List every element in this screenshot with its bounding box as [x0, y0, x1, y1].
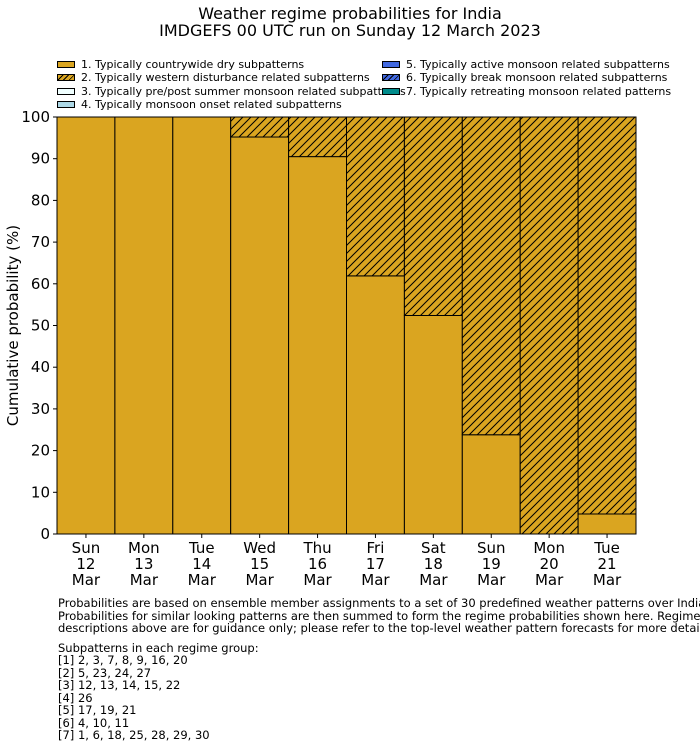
- bar-segment: [346, 275, 405, 534]
- group-line: [7] 1, 6, 18, 25, 28, 29, 30: [58, 728, 210, 742]
- group-line: [4] 26: [58, 690, 93, 705]
- legend-label: 4. Typically monsoon onset related subpa…: [81, 98, 342, 112]
- group-line: [1] 2, 3, 7, 8, 9, 16, 20: [58, 653, 188, 667]
- x-tick-label: Mar: [188, 571, 217, 589]
- x-tick-label: Sun: [72, 539, 101, 557]
- legend-item: 4. Typically monsoon onset related subpa…: [57, 98, 406, 111]
- x-tick-label: 14: [192, 555, 211, 573]
- bar-segment: [404, 315, 463, 534]
- x-tick-label: Mar: [593, 571, 622, 589]
- bar-segment: [230, 137, 289, 535]
- groups-heading: Subpatterns in each regime group:: [58, 641, 259, 655]
- x-tick-label: 21: [598, 555, 617, 573]
- x-tick-label: 12: [76, 555, 95, 573]
- x-tick-label: Mar: [477, 571, 506, 589]
- legend-item: 2. Typically western disturbance related…: [57, 71, 406, 84]
- legend-left: 1. Typically countrywide dry subpatterns…: [57, 58, 406, 111]
- bar-segment: [462, 434, 521, 534]
- y-tick-label: 70: [31, 233, 50, 251]
- group-line: [3] 12, 13, 14, 15, 22: [58, 678, 181, 692]
- x-tick-label: 19: [482, 555, 501, 573]
- bar-hatch: [288, 117, 347, 157]
- y-tick-label: 30: [31, 400, 50, 418]
- y-tick-label: 40: [31, 358, 50, 376]
- y-tick-label: 100: [21, 108, 50, 126]
- legend-label: 7. Typically retreating monsoon related …: [406, 84, 672, 98]
- swatch-icon: [57, 101, 75, 109]
- group-line: [5] 17, 19, 21: [58, 703, 137, 717]
- y-tick-label: 20: [31, 442, 50, 460]
- y-tick-label: 60: [31, 275, 50, 293]
- y-tick-label: 0: [40, 525, 50, 543]
- bar-hatch: [520, 117, 579, 534]
- x-tick-label: Mar: [245, 571, 274, 589]
- x-tick-label: Sat: [421, 539, 446, 557]
- swatch-icon: [382, 87, 400, 95]
- x-tick-label: Wed: [243, 539, 276, 557]
- y-axis-label: Cumulative probability (%): [4, 225, 22, 426]
- hatched-swatch-icon: [382, 74, 400, 82]
- group-line: [6] 4, 10, 11: [58, 715, 130, 730]
- x-tick-label: Mar: [361, 571, 390, 589]
- bar-hatch: [462, 117, 521, 435]
- legend-item: 7. Typically retreating monsoon related …: [382, 85, 671, 98]
- x-tick-label: Mar: [303, 571, 332, 589]
- y-tick-label: 10: [31, 483, 50, 501]
- bar-hatch: [346, 117, 405, 276]
- x-tick-label: Tue: [593, 539, 620, 557]
- x-tick-label: 13: [134, 555, 153, 573]
- x-tick-label: 17: [366, 555, 385, 573]
- x-tick-label: Mar: [130, 571, 159, 589]
- bar-hatch: [230, 117, 289, 138]
- x-tick-label: Tue: [188, 539, 215, 557]
- legend-item: 1. Typically countrywide dry subpatterns: [57, 58, 406, 71]
- bar-segment: [578, 513, 636, 534]
- x-tick-label: Sun: [477, 539, 506, 557]
- x-tick-label: Thu: [302, 539, 331, 557]
- y-tick-label: 50: [31, 317, 50, 335]
- x-tick-label: Fri: [367, 539, 385, 557]
- chart-title: Weather regime probabilities for India: [198, 4, 502, 23]
- bar-segment: [114, 117, 173, 534]
- legend-item: 6. Typically break monsoon related subpa…: [382, 71, 671, 84]
- x-tick-label: 18: [424, 555, 443, 573]
- x-tick-label: Mar: [72, 571, 101, 589]
- legend-label: 3. Typically pre/post summer monsoon rel…: [81, 84, 406, 98]
- bar-segment: [57, 117, 115, 534]
- x-tick-label: 20: [540, 555, 559, 573]
- x-tick-label: 15: [250, 555, 269, 573]
- x-tick-label: 16: [308, 555, 327, 573]
- y-tick-label: 90: [31, 150, 50, 168]
- hatched-swatch-icon: [57, 74, 75, 82]
- legend-label: 5. Typically active monsoon related subp…: [406, 58, 670, 72]
- x-tick-label: Mon: [533, 539, 565, 557]
- notes-paragraph: Probabilities are based on ensemble memb…: [58, 596, 700, 635]
- y-tick-label: 80: [31, 191, 50, 209]
- legend-item: 5. Typically active monsoon related subp…: [382, 58, 671, 71]
- bar-segment: [288, 156, 347, 535]
- legend-label: 2. Typically western disturbance related…: [81, 71, 370, 85]
- bar-hatch: [578, 117, 636, 514]
- chart-subtitle: IMDGEFS 00 UTC run on Sunday 12 March 20…: [159, 21, 541, 40]
- swatch-icon: [57, 87, 75, 95]
- legend-label: 1. Typically countrywide dry subpatterns: [81, 58, 305, 72]
- swatch-icon: [57, 61, 75, 69]
- x-tick-label: Mon: [128, 539, 160, 557]
- group-line: [2] 5, 23, 24, 27: [58, 665, 152, 680]
- swatch-icon: [382, 61, 400, 69]
- bar-hatch: [404, 117, 463, 316]
- legend-right: 5. Typically active monsoon related subp…: [382, 58, 671, 98]
- legend-label: 6. Typically break monsoon related subpa…: [406, 71, 668, 85]
- x-tick-label: Mar: [419, 571, 448, 589]
- legend-item: 3. Typically pre/post summer monsoon rel…: [57, 85, 406, 98]
- x-tick-label: Mar: [535, 571, 564, 589]
- bar-segment: [172, 117, 231, 534]
